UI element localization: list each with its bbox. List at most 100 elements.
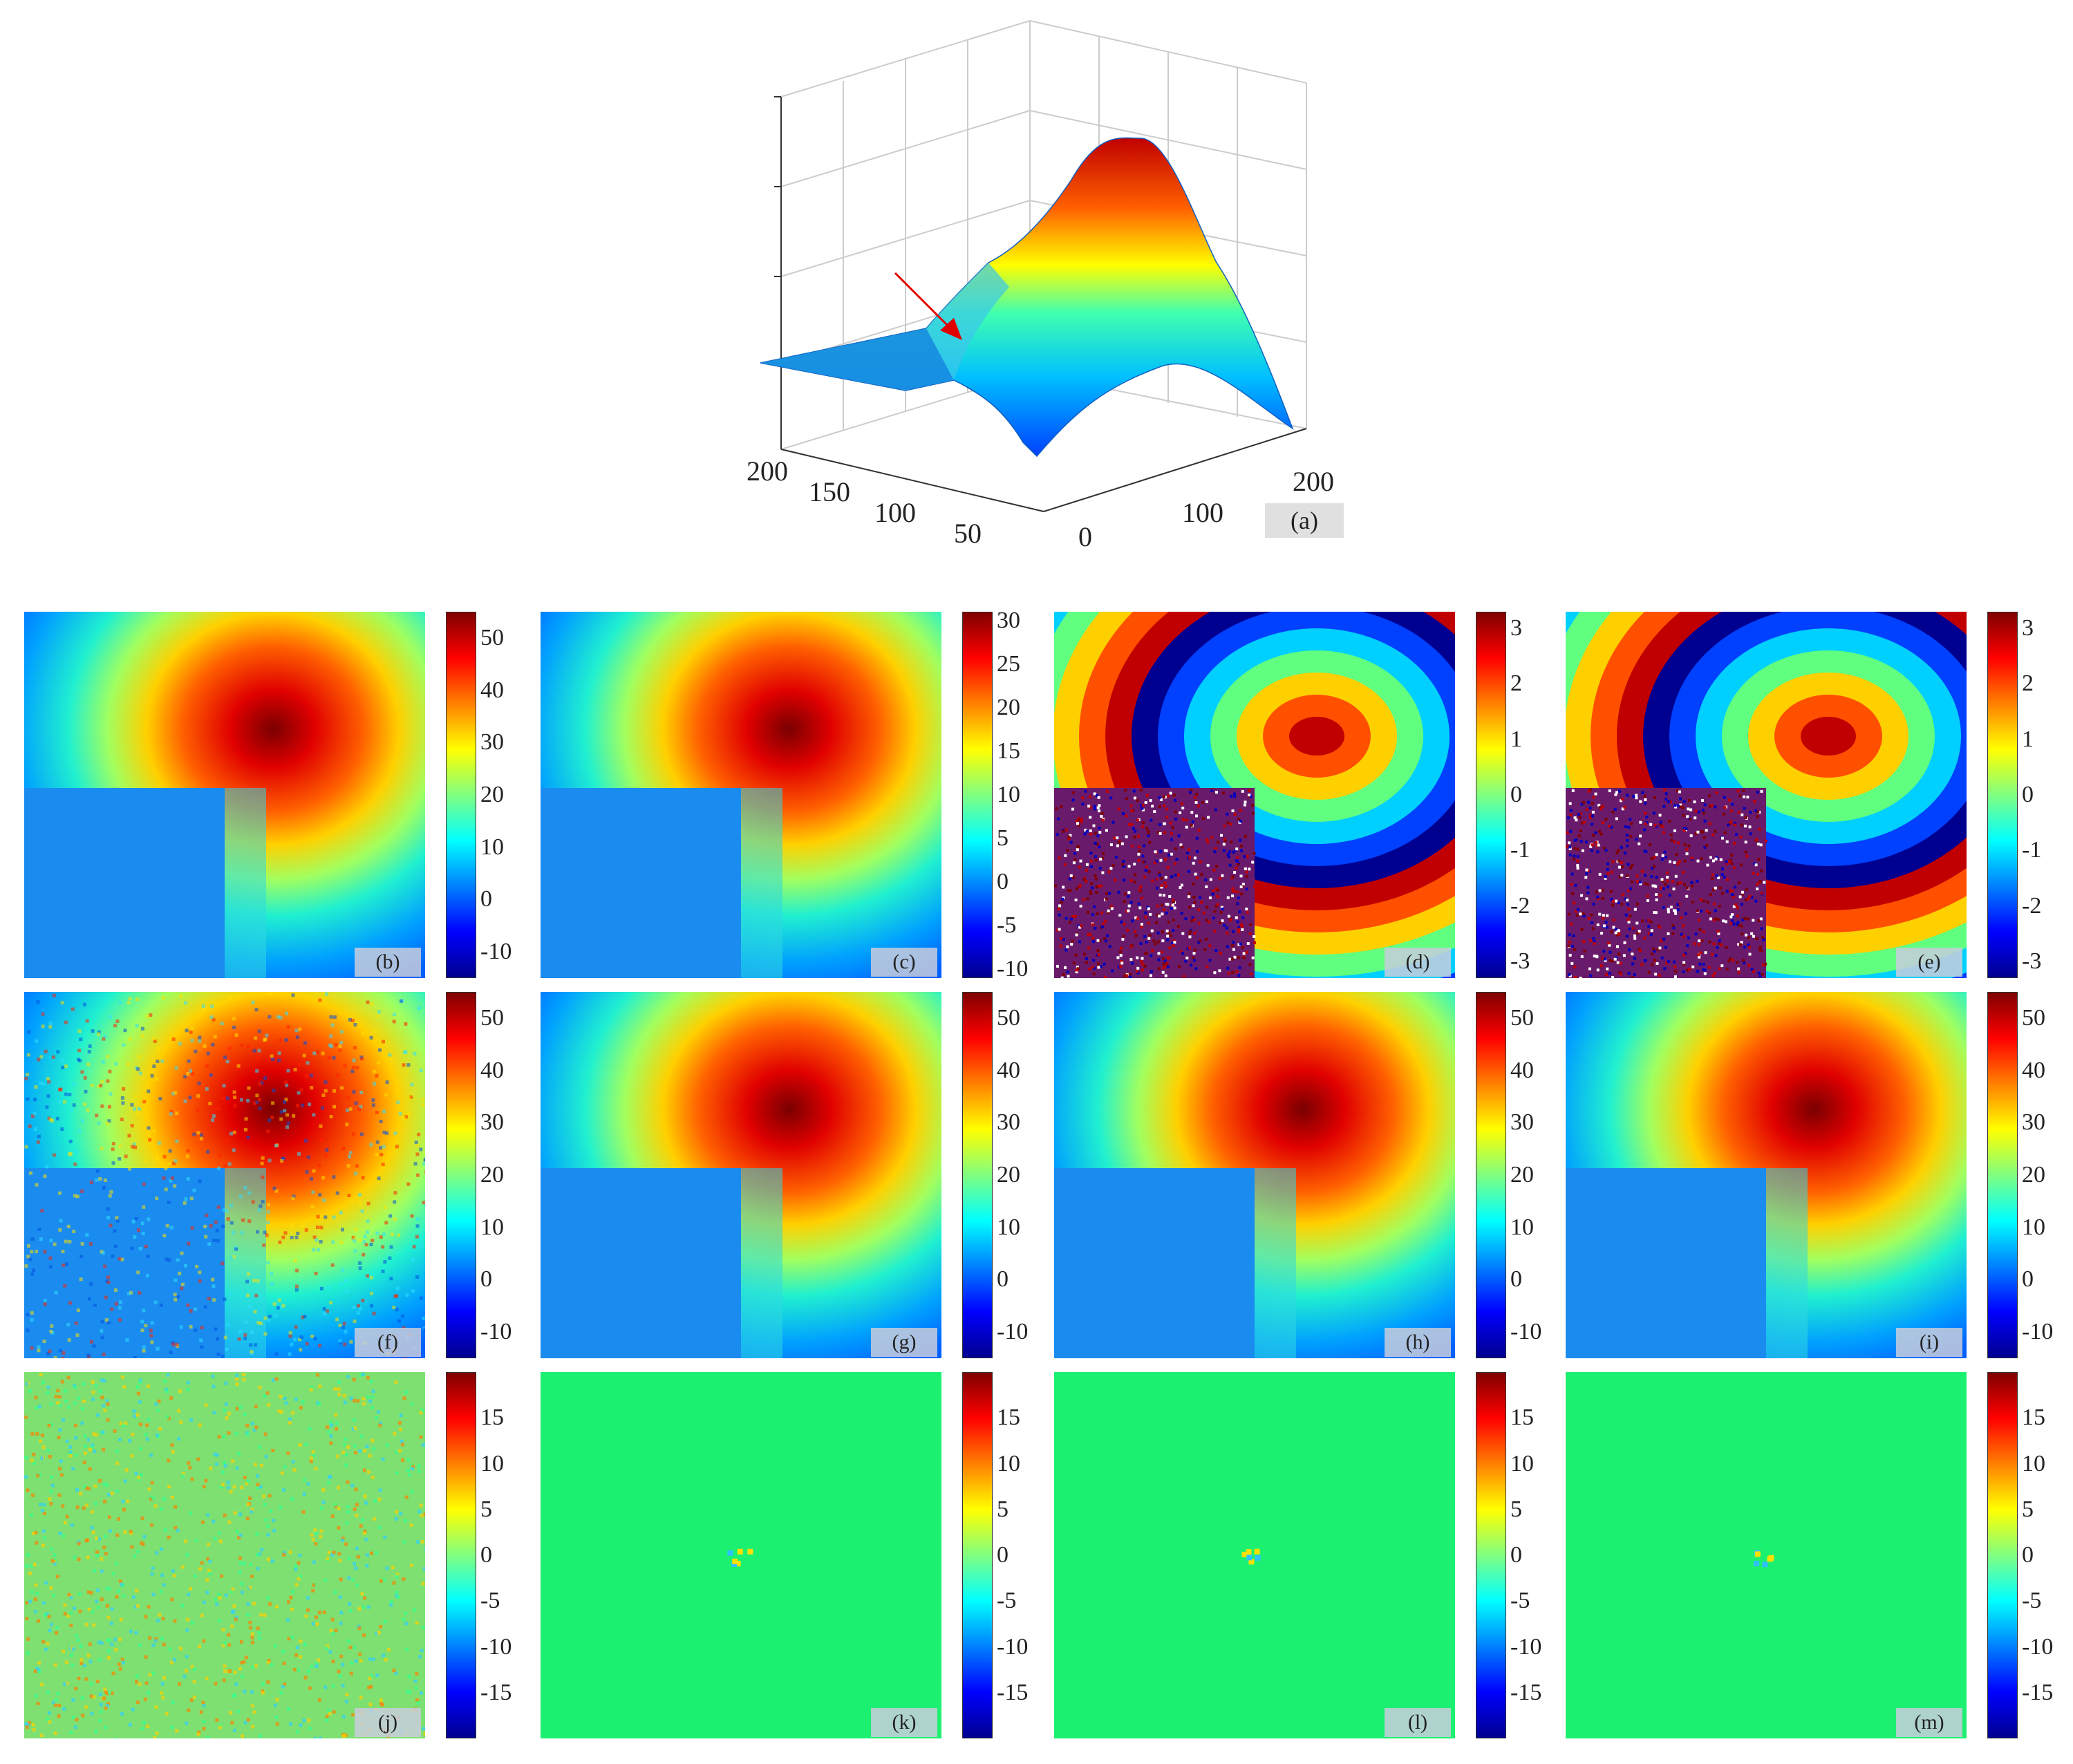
heatmap-image xyxy=(541,612,941,978)
colorbar-tick-label: 0 xyxy=(1510,1542,1522,1568)
step-region xyxy=(24,788,225,978)
panel-g: 50 40 30 20 10 0 -10 (g) xyxy=(541,992,1052,1365)
heatmap-image xyxy=(1054,1372,1455,1738)
colorbar-tick-label: -10 xyxy=(480,1319,512,1345)
heatmap-image xyxy=(24,612,425,978)
fringe-ring xyxy=(1289,717,1344,756)
panel-c: 30 25 20 15 10 5 0 -5 -10 (c) xyxy=(541,608,1052,985)
colorbar-tick-label: -10 xyxy=(480,939,512,965)
colorbar-tick-label: 40 xyxy=(480,1057,504,1083)
colorbar xyxy=(446,1372,476,1738)
panel-label: (f) xyxy=(355,1328,421,1357)
colorbar-tick-label: 15 xyxy=(1510,1405,1534,1431)
colorbar-tick-label: 50 xyxy=(1510,1004,1534,1031)
colorbar-tick-label: 20 xyxy=(997,1162,1020,1188)
panel-label: (d) xyxy=(1385,948,1451,977)
colorbar-tick-label: 3 xyxy=(1510,615,1522,641)
colorbar-tick-label: 25 xyxy=(997,650,1020,677)
colorbar-tick-label: 30 xyxy=(997,1109,1020,1136)
arrow-line xyxy=(894,272,952,330)
panel-j: 15 10 5 0 -5 -10 -15 (j) xyxy=(24,1372,536,1745)
colorbar xyxy=(962,992,993,1358)
colorbar xyxy=(1987,1372,2018,1738)
fringe-ring xyxy=(1801,717,1856,756)
colorbar-tick-label: 40 xyxy=(2022,1057,2045,1083)
heatmap-image xyxy=(1566,992,1967,1358)
colorbar-tick-label: 50 xyxy=(997,1004,1020,1031)
panel-label: (c) xyxy=(871,948,937,977)
colorbar-tick-label: -10 xyxy=(997,1319,1029,1345)
panel-b: 50 40 30 20 10 0 -10 (b) xyxy=(24,612,536,985)
panel-label: (b) xyxy=(355,948,421,977)
panel-label: (j) xyxy=(355,1708,421,1737)
colorbar-tick-label: 0 xyxy=(480,1542,492,1568)
colorbar-tick-label: 10 xyxy=(480,1450,504,1476)
noise-square xyxy=(1054,788,1255,978)
colorbar-tick-label: 5 xyxy=(2022,1496,2034,1522)
colorbar-tick-label: -5 xyxy=(997,912,1017,939)
panel-m: 15 10 5 0 -5 -10 -15 (m) xyxy=(1566,1372,2073,1745)
colorbar xyxy=(446,612,476,978)
colorbar-tick-label: -10 xyxy=(1510,1633,1542,1660)
panel-label: (l) xyxy=(1385,1708,1451,1737)
step-region xyxy=(541,1168,741,1358)
panel-label: (i) xyxy=(1896,1328,1962,1357)
colorbar-tick-label: -3 xyxy=(1510,948,1530,974)
colorbar-tick-label: 0 xyxy=(2022,1266,2034,1293)
colorbar xyxy=(1476,612,1506,978)
panel-label: (a) xyxy=(1265,503,1344,538)
error-field xyxy=(24,1372,425,1738)
colorbar-tick-label: -2 xyxy=(2022,892,2042,919)
colorbar-tick-label: 15 xyxy=(997,738,1020,764)
colorbar-tick-label: 20 xyxy=(2022,1162,2045,1188)
colorbar xyxy=(962,1372,993,1738)
colorbar-tick-label: 10 xyxy=(2022,1214,2045,1240)
colorbar xyxy=(1987,992,2018,1358)
panel-e: 3 2 1 0 -1 -2 -3 (e) xyxy=(1566,612,2073,985)
arrow-head-icon xyxy=(940,318,962,340)
colorbar-tick-label: 20 xyxy=(1510,1162,1534,1188)
heatmap-image xyxy=(541,1372,941,1738)
panel-label: (k) xyxy=(871,1708,937,1737)
y-tick-label: 150 xyxy=(809,476,850,507)
colorbar-tick-label: 0 xyxy=(480,886,492,912)
colorbar-tick-label: 40 xyxy=(997,1057,1020,1083)
colorbar-tick-label: -15 xyxy=(480,1679,512,1705)
colorbar-tick-label: 3 xyxy=(2022,615,2034,641)
colorbar xyxy=(1476,1372,1506,1738)
panel-label: (h) xyxy=(1385,1328,1451,1357)
step-region xyxy=(1566,1168,1766,1358)
panel-d: 3 2 1 0 -1 -2 -3 (d) xyxy=(1054,612,1566,985)
colorbar-tick-label: -1 xyxy=(2022,837,2042,863)
heatmap-image xyxy=(1566,612,1967,978)
panel-h: 50 40 30 20 10 0 -10 (h) xyxy=(1054,992,1566,1365)
colorbar-tick-label: -10 xyxy=(2022,1633,2054,1660)
colorbar xyxy=(1476,992,1506,1358)
colorbar-tick-label: -3 xyxy=(2022,948,2042,974)
panel-label: (e) xyxy=(1896,948,1962,977)
colorbar xyxy=(1987,612,2018,978)
colorbar-tick-label: 0 xyxy=(480,1266,492,1293)
heatmap-image xyxy=(1566,1372,1967,1738)
x-tick-label: 100 xyxy=(1182,497,1223,528)
colorbar-tick-label: 0 xyxy=(997,869,1009,895)
colorbar-tick-label: 10 xyxy=(480,1214,504,1240)
colorbar-tick-label: 10 xyxy=(1510,1214,1534,1240)
colorbar-tick-label: -2 xyxy=(1510,892,1530,919)
colorbar-tick-label: 15 xyxy=(480,1405,504,1431)
colorbar-tick-label: -10 xyxy=(997,1633,1029,1660)
panel-label: (g) xyxy=(871,1328,937,1357)
step-region xyxy=(1054,1168,1255,1358)
colorbar-tick-label: 5 xyxy=(480,1496,492,1522)
colorbar-tick-label: 5 xyxy=(1510,1496,1522,1522)
colorbar-tick-label: 2 xyxy=(1510,670,1522,697)
colorbar-tick-label: 10 xyxy=(997,1214,1020,1240)
error-field xyxy=(541,1372,941,1738)
colorbar-tick-label: 20 xyxy=(480,782,504,807)
y-tick-label: 100 xyxy=(874,497,916,528)
colorbar-tick-label: -10 xyxy=(2022,1319,2054,1345)
colorbar-tick-label: 10 xyxy=(2022,1450,2045,1476)
heatmap-image xyxy=(24,992,425,1358)
colorbar-tick-label: 0 xyxy=(1510,782,1522,807)
colorbar-tick-label: 10 xyxy=(480,834,504,860)
